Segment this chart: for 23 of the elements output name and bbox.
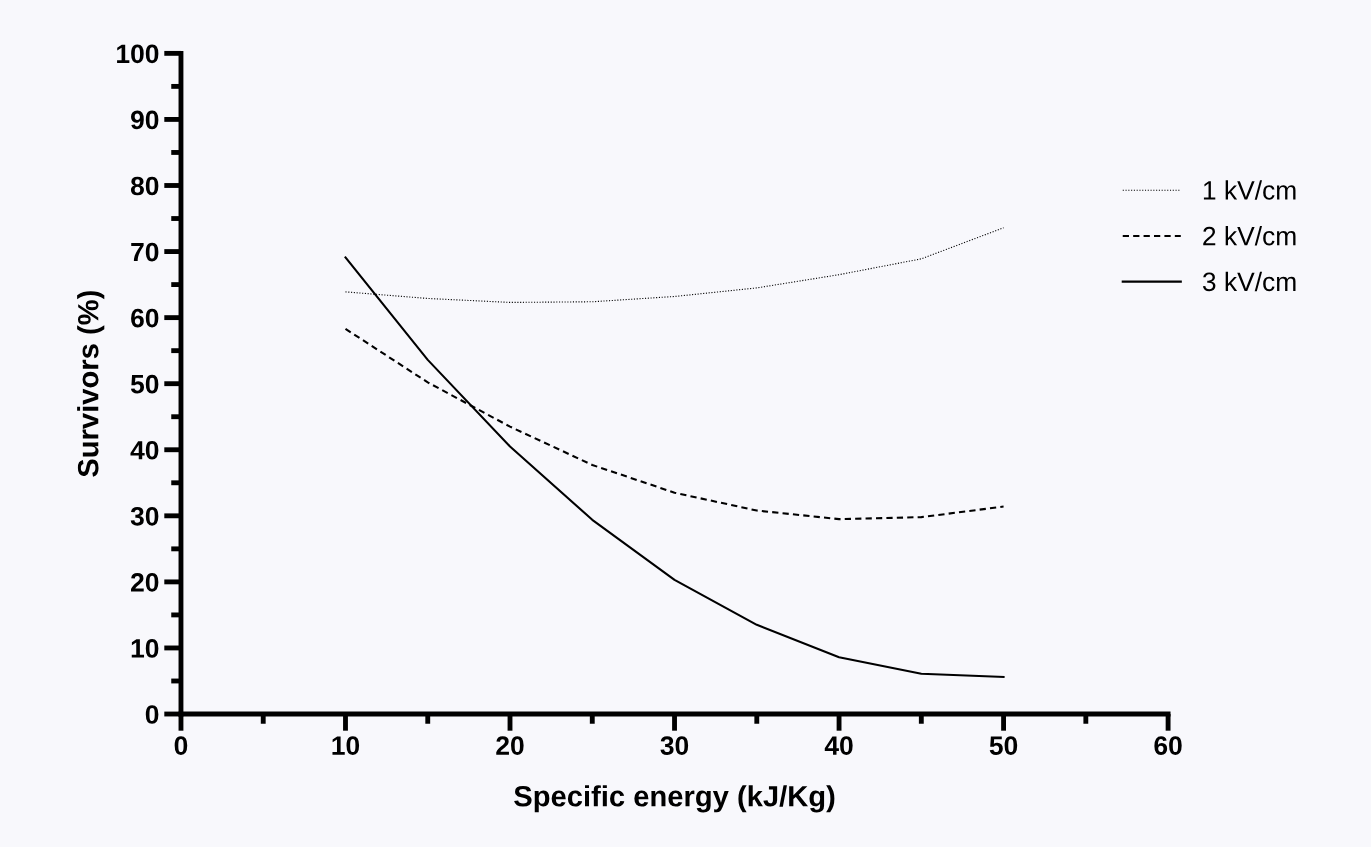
legend-label: 1 kV/cm xyxy=(1203,180,1296,200)
y-tick-label: 0 xyxy=(145,705,159,724)
legend-label: 2 kV/cm xyxy=(1203,226,1296,246)
y-axis-title: Survivors (%) xyxy=(77,291,105,477)
x-tick-label: 10 xyxy=(332,736,360,755)
y-tick-label: 60 xyxy=(131,308,159,328)
x-tick-label: 20 xyxy=(496,736,524,755)
y-tick-label: 40 xyxy=(130,440,159,460)
y-tick-label: 30 xyxy=(130,506,159,526)
y-tick-label: 20 xyxy=(131,573,159,592)
legend-label: 3 kV/cm xyxy=(1202,271,1296,292)
x-tick-label: 40 xyxy=(824,736,853,755)
x-tick-label: 30 xyxy=(660,736,689,755)
y-tick-label: 100 xyxy=(117,44,159,64)
y-tick-label: 70 xyxy=(131,242,159,262)
x-axis-title: Specific energy (kJ/Kg) xyxy=(514,785,835,813)
y-tick-label: 10 xyxy=(131,639,159,658)
y-tick-label: 80 xyxy=(130,176,159,196)
y-tick-label: 50 xyxy=(130,374,159,394)
x-tick-label: 50 xyxy=(989,736,1018,755)
x-tick-label: 60 xyxy=(1154,736,1182,755)
x-tick-label: 0 xyxy=(174,736,188,755)
y-tick-label: 90 xyxy=(131,110,159,130)
